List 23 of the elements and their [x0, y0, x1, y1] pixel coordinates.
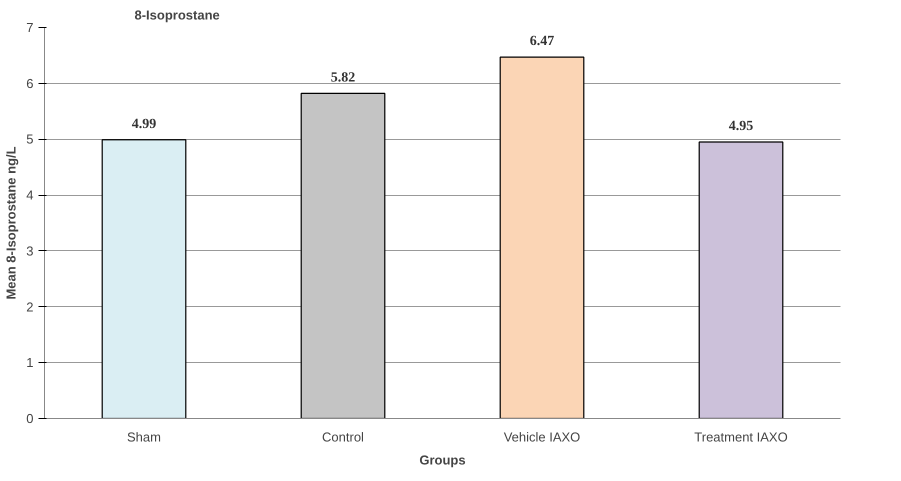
x-tick-label: Control: [322, 430, 364, 444]
y-tick-label: 2: [26, 299, 34, 314]
chart-title: 8-Isoprostane: [134, 8, 220, 22]
y-tick-label: 4: [26, 188, 34, 203]
bar: [500, 56, 584, 418]
y-tick-label: 1: [26, 355, 34, 370]
y-axis-title: Mean 8-Isoprostane ng/L: [3, 146, 18, 300]
bar: [300, 92, 386, 418]
y-tick-label: 7: [26, 20, 34, 35]
data-label: 6.47: [530, 34, 554, 50]
bar: [698, 141, 784, 418]
x-tick-label: Sham: [127, 430, 161, 444]
bar: [102, 139, 186, 418]
y-tick-label: 0: [26, 411, 34, 426]
y-tick-label: 5: [26, 132, 34, 147]
x-tick-label: Treatment IAXO: [694, 430, 788, 444]
x-tick-label: Vehicle IAXO: [504, 430, 580, 444]
y-tick-label: 6: [26, 76, 34, 91]
data-label: 4.95: [728, 119, 754, 134]
data-label: 4.99: [132, 116, 156, 132]
data-label: 5.82: [330, 70, 356, 86]
y-tick-label: 3: [26, 243, 34, 258]
x-axis-title: Groups: [419, 452, 466, 468]
